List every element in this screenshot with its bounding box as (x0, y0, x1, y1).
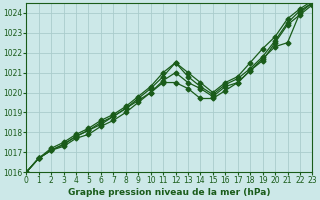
X-axis label: Graphe pression niveau de la mer (hPa): Graphe pression niveau de la mer (hPa) (68, 188, 270, 197)
